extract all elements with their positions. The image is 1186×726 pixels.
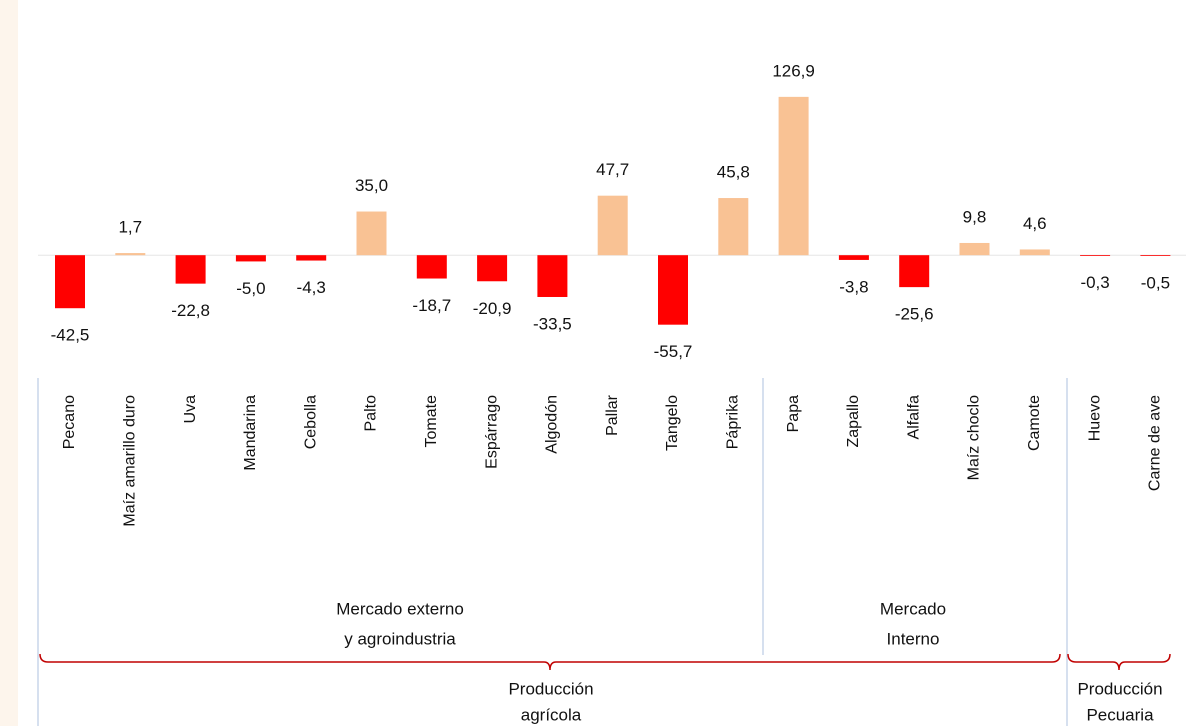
- bar: [959, 242, 990, 256]
- value-label: -0,5: [1141, 273, 1170, 292]
- x-tick-label: Páprika: [725, 395, 742, 449]
- bar: [175, 255, 206, 284]
- group-label: Interno: [887, 629, 940, 648]
- value-label: -22,8: [171, 301, 210, 320]
- bar: [55, 255, 85, 309]
- bar: [658, 255, 688, 325]
- value-label: -4,3: [297, 278, 326, 297]
- bar: [477, 255, 508, 282]
- plot-background: [18, 0, 1186, 726]
- value-label: -5,0: [236, 279, 265, 298]
- bar: [296, 255, 327, 261]
- value-label: 9,8: [963, 207, 987, 226]
- x-tick-label: Papa: [785, 395, 802, 432]
- supergroup-label: Producción: [508, 679, 593, 698]
- bar: [115, 253, 146, 256]
- value-label: -20,9: [473, 299, 512, 318]
- bar: [537, 255, 568, 297]
- value-label: 45,8: [717, 163, 750, 182]
- value-label: -0,3: [1080, 273, 1109, 292]
- x-tick-label: Maíz choclo: [966, 395, 983, 480]
- x-tick-label: Carne de ave: [1147, 395, 1164, 491]
- x-tick-label: Huevo: [1086, 395, 1103, 441]
- x-tick-label: Espárrago: [483, 395, 500, 469]
- bar: [356, 211, 387, 256]
- bar: [778, 96, 809, 256]
- x-tick-label: Camote: [1026, 395, 1043, 451]
- brace: [1067, 653, 1171, 671]
- x-tick-label: Alfalfa: [905, 395, 922, 440]
- bar: [838, 255, 869, 260]
- group-label: y agroindustria: [344, 629, 456, 648]
- value-label: -18,7: [412, 296, 451, 315]
- x-tick-label: Cebolla: [302, 395, 319, 449]
- value-label: -42,5: [51, 326, 90, 345]
- value-label: -55,7: [654, 342, 693, 361]
- bar: [1080, 255, 1111, 256]
- value-label: 4,6: [1023, 214, 1047, 233]
- group-label: Mercado externo: [336, 599, 464, 618]
- value-label: 126,9: [772, 61, 815, 80]
- x-tick-label: Tomate: [423, 395, 440, 448]
- value-label: 47,7: [596, 160, 629, 179]
- x-tick-label: Palto: [363, 395, 380, 432]
- supergroup-label: Pecuaria: [1086, 705, 1154, 724]
- bar: [1019, 249, 1050, 256]
- x-tick-label: Zapallo: [845, 395, 862, 448]
- x-tick-label: Uva: [182, 395, 199, 424]
- bar: [899, 255, 930, 288]
- value-label: 1,7: [118, 218, 142, 237]
- supergroup-label: Producción: [1077, 679, 1162, 698]
- brace: [39, 653, 1061, 671]
- bar: [597, 195, 628, 256]
- group-label: Mercado: [880, 599, 946, 618]
- x-tick-label: Pallar: [604, 394, 621, 436]
- value-label: -25,6: [895, 305, 934, 324]
- x-tick-label: Mandarina: [242, 395, 259, 471]
- value-label: -33,5: [533, 314, 572, 333]
- value-label: -3,8: [839, 277, 868, 296]
- x-tick-label: Tangelo: [664, 395, 681, 451]
- x-tick-label: Algodón: [544, 395, 561, 454]
- x-tick-label: Pecano: [61, 395, 78, 449]
- value-label: 35,0: [355, 176, 388, 195]
- bar: [416, 255, 447, 279]
- x-tick-label: Maíz amarillo duro: [122, 395, 139, 527]
- bar: [718, 198, 749, 256]
- supergroup-label: agrícola: [521, 705, 582, 724]
- bar: [235, 255, 266, 262]
- bar: [1140, 255, 1171, 256]
